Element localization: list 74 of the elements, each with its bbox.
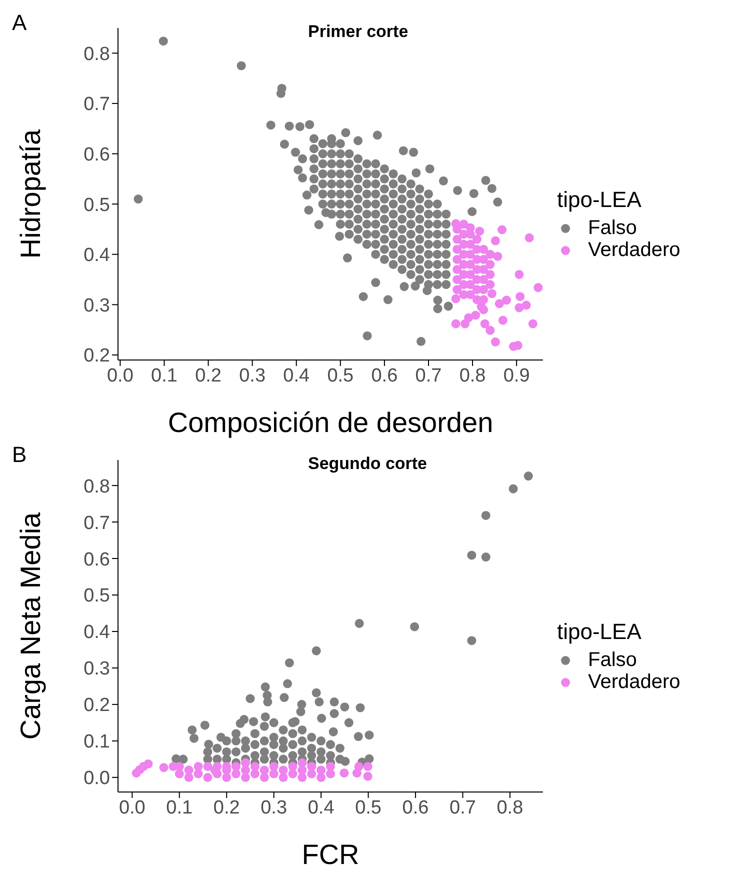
x-tick-label: 0.9 [503, 365, 530, 386]
point [288, 762, 298, 771]
y-tick-label: 0.3 [84, 295, 110, 316]
y-tick-label: 0.5 [84, 586, 110, 607]
point [203, 772, 212, 782]
x-axis-title: Composición de desorden [168, 407, 494, 438]
x-tick-label: 0.8 [459, 365, 486, 386]
point [316, 766, 326, 775]
x-tick-label: 0.2 [213, 797, 240, 818]
y-tick-label: 0.0 [84, 768, 110, 790]
point [298, 766, 307, 775]
y-tick-label: 0.8 [84, 476, 110, 498]
y-axis-title: Hidropatía [14, 128, 46, 259]
x-tick-label: 0.1 [166, 797, 193, 818]
x-tick-label: 0.6 [402, 797, 429, 818]
x-tick-label: 0.0 [106, 365, 134, 386]
y-tick-label: 0.4 [84, 622, 110, 644]
x-tick-label: 0.5 [327, 365, 354, 386]
x-tick-label: 0.0 [118, 797, 146, 818]
point [250, 762, 260, 771]
y-axis-title: Carga Neta Media [14, 512, 46, 740]
y-tick-label: 0.8 [84, 44, 110, 65]
point [340, 768, 349, 778]
x-tick-label: 0.6 [371, 365, 398, 386]
point [194, 762, 203, 771]
x-tick-label: 0.2 [195, 365, 222, 386]
point [316, 772, 326, 782]
x-tick-label: 0.3 [260, 797, 288, 818]
y-tick-label: 0.2 [84, 346, 110, 367]
y-tick-label: 0.7 [84, 512, 110, 534]
chart-title: Primer corte [308, 22, 408, 42]
point [278, 766, 288, 775]
text: A [12, 10, 27, 36]
x-tick-label: 0.1 [151, 365, 178, 386]
text: B [12, 442, 27, 468]
point [363, 772, 372, 781]
legend-label: Verdadero [587, 239, 682, 261]
point [144, 759, 153, 768]
chart-title: Segundo corte [308, 454, 428, 474]
y-tick-label: 0.5 [84, 194, 110, 216]
y-tick-label: 0.4 [84, 245, 110, 266]
point [240, 758, 250, 768]
point [326, 762, 336, 771]
x-tick-label: 0.7 [415, 365, 442, 386]
x-tick-label: 0.4 [308, 797, 335, 818]
y-tick-label: 0.6 [84, 144, 110, 166]
x-tick-label: 0.7 [450, 797, 476, 818]
legend-title: tipo-LEA [557, 187, 642, 213]
legend-label: Verdadero [587, 671, 682, 693]
x-tick-label: 0.5 [355, 797, 382, 818]
point [269, 762, 278, 771]
point [298, 758, 307, 768]
point [203, 762, 212, 771]
y-tick-label: 0.2 [84, 695, 110, 716]
x-axis-title: FCR [302, 839, 360, 870]
y-tick-label: 0.7 [84, 94, 110, 116]
point [354, 762, 364, 771]
point [260, 766, 269, 775]
x-tick-label: 0.8 [496, 797, 524, 818]
point [307, 762, 316, 771]
y-tick-label: 0.3 [84, 658, 110, 680]
y-tick-label: 0.1 [84, 732, 110, 753]
point [159, 763, 168, 772]
point [363, 762, 372, 771]
y-tick-label: 0.6 [84, 549, 110, 570]
legend-title: tipo-LEA [557, 619, 642, 645]
point [240, 766, 250, 775]
x-tick-label: 0.4 [283, 365, 310, 386]
legend-label: Falso [587, 649, 638, 671]
legend-label: Falso [587, 217, 638, 239]
point [212, 762, 222, 771]
point [232, 762, 241, 771]
x-tick-label: 0.3 [239, 365, 266, 386]
point [184, 766, 194, 775]
